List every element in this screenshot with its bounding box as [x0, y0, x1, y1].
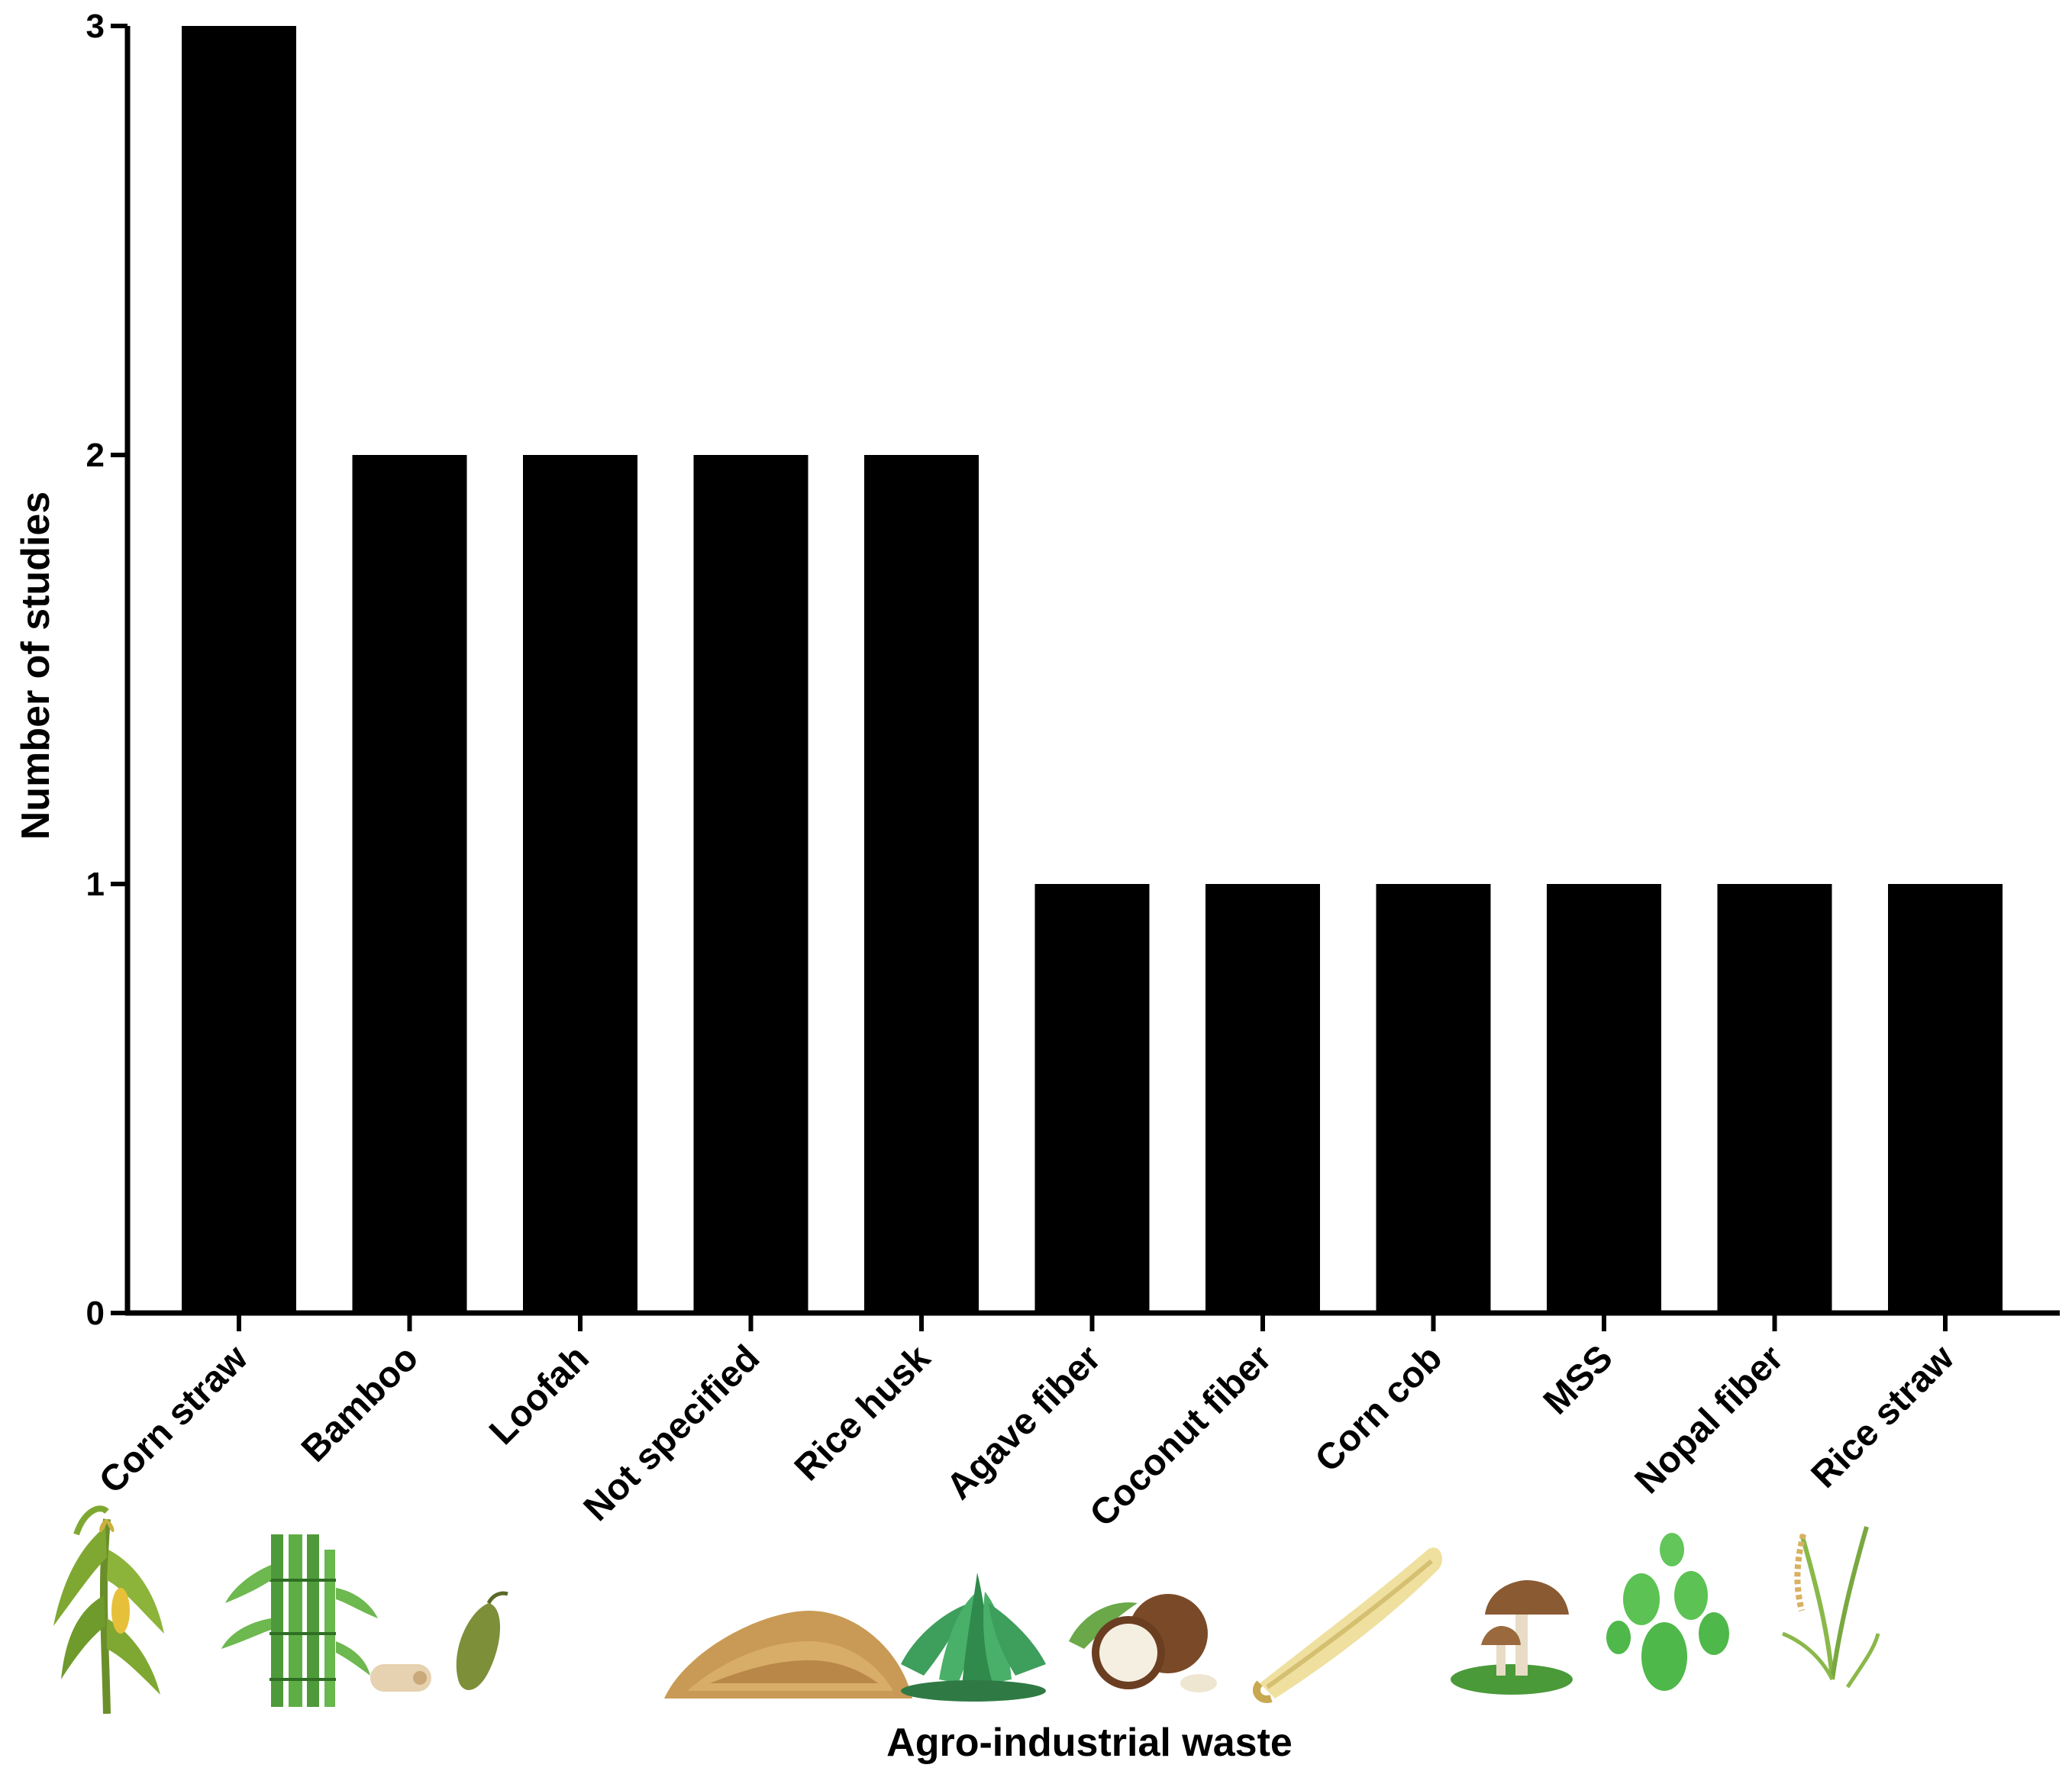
bar-mss	[1547, 884, 1661, 1313]
x-tick-label: Not specified	[576, 1337, 768, 1529]
icons-row	[53, 1505, 1880, 1715]
x-tick-label: Rice husk	[787, 1337, 938, 1489]
rice-plant-icon	[1782, 1526, 1880, 1689]
bamboo-icon	[221, 1534, 378, 1707]
agave-icon	[901, 1573, 1046, 1702]
x-ticks-layer	[237, 1313, 1948, 1331]
bar-corn-straw	[182, 26, 296, 1313]
x-tick-label: Coconut fiber	[1083, 1337, 1280, 1534]
bar-not-specified	[693, 455, 808, 1313]
bar-rice-husk	[864, 455, 979, 1313]
corn-cob-icon	[1253, 1547, 1443, 1703]
bar-bamboo	[352, 455, 467, 1313]
corn-plant-icon	[53, 1505, 164, 1715]
mushroom-icon	[1451, 1580, 1573, 1695]
y-axis-title: Number of studies	[14, 492, 58, 840]
y-tick-label: 1	[86, 866, 105, 903]
cactus-icon	[1606, 1533, 1729, 1691]
bar-nopal-fiber	[1717, 884, 1832, 1313]
x-tick-label: Loofah	[482, 1337, 597, 1453]
x-tick-label: Bamboo	[294, 1337, 426, 1469]
bar-corn-cob	[1376, 884, 1491, 1313]
bar-loofah	[523, 455, 637, 1313]
y-tick-label: 3	[86, 8, 105, 45]
x-tick-label: Corn straw	[92, 1337, 256, 1502]
x-tick-label: Corn cob	[1308, 1337, 1450, 1479]
y-tick-label: 2	[86, 437, 105, 474]
loofah-icon	[370, 1591, 508, 1692]
x-tick-label: Rice straw	[1804, 1337, 1963, 1496]
x-tick-label: MSS	[1536, 1337, 1621, 1422]
x-tick-label: Agave fiber	[939, 1337, 1109, 1507]
x-axis-title: Agro-industrial waste	[886, 1721, 1293, 1765]
bars-layer	[182, 26, 2003, 1313]
coconut-icon	[1069, 1594, 1217, 1692]
bar-coconut-fiber	[1205, 884, 1320, 1313]
x-tick-label: Nopal fiber	[1628, 1337, 1792, 1502]
bar-agave-fiber	[1034, 884, 1150, 1313]
y-ticks-layer: 0 1 2 3	[86, 8, 127, 1332]
grain-pile-icon	[664, 1611, 912, 1699]
bar-rice-straw	[1888, 884, 2003, 1313]
y-tick-label: 0	[86, 1295, 105, 1332]
